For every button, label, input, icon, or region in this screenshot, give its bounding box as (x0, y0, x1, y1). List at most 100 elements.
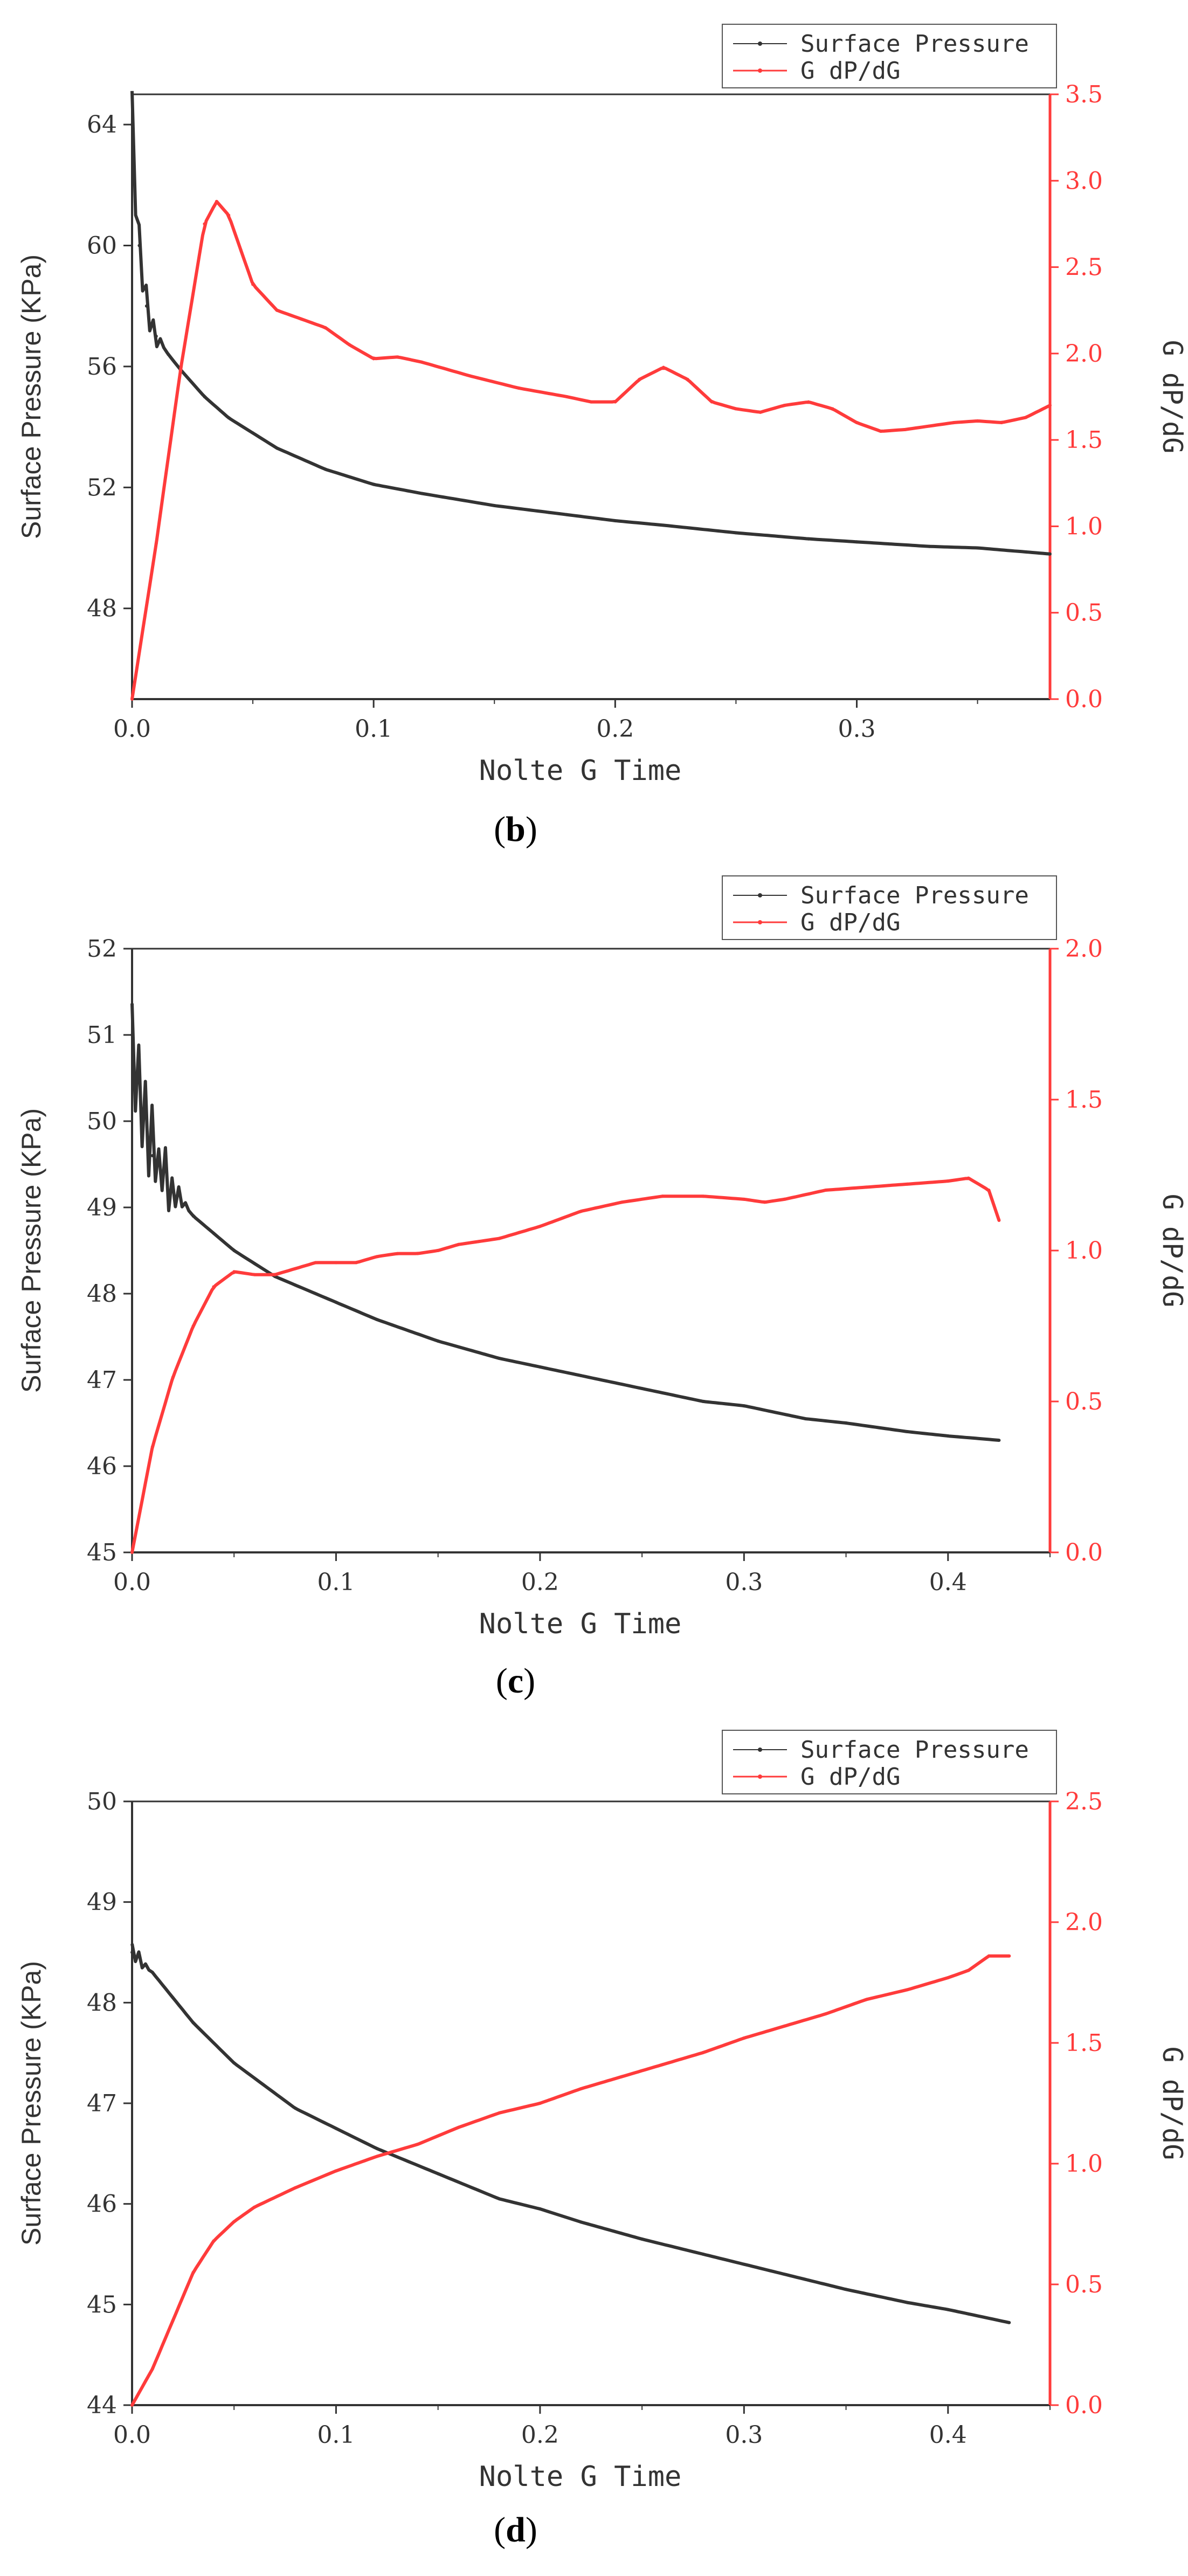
data-point (498, 1357, 501, 1360)
y-tick-label: 60 (87, 232, 117, 260)
y2-tick-label: 1.0 (1065, 1237, 1103, 1265)
data-point (613, 519, 617, 522)
y2-tick-label: 2.0 (1065, 340, 1103, 368)
series-line-surface-pressure (130, 1003, 999, 1442)
data-point (436, 1339, 440, 1343)
data-point (212, 1285, 216, 1289)
data-point (293, 2186, 297, 2190)
data-point (299, 317, 303, 321)
y2-tick-label: 0.5 (1065, 599, 1103, 627)
data-point (538, 1225, 542, 1228)
data-point (253, 1273, 257, 1276)
x-tick-label: 0.3 (725, 1569, 763, 1596)
legend-label: G dP/dG (800, 1763, 900, 1791)
data-point (640, 2237, 644, 2241)
y2-tick-label: 2.5 (1065, 1788, 1103, 1815)
data-point (493, 504, 496, 507)
data-point (293, 1267, 297, 1270)
data-point (191, 2270, 195, 2274)
data-point (966, 1969, 970, 1972)
panel-label: (b) (494, 810, 537, 849)
data-point (396, 1252, 399, 1255)
data-point (701, 2253, 705, 2256)
data-point (976, 546, 979, 550)
data-point (203, 395, 206, 398)
data-point (171, 1376, 175, 1379)
data-point (987, 1189, 991, 1192)
data-point (997, 1219, 1001, 1222)
data-point (436, 1249, 440, 1252)
data-point (638, 377, 641, 381)
series-line-g-dpdg (130, 1954, 1010, 2406)
data-point (375, 2147, 379, 2150)
x-tick-label: 0.4 (929, 2421, 967, 2449)
data-point (803, 2277, 807, 2281)
data-point (589, 400, 593, 404)
y-axis-title: Surface Pressure (KPa) (16, 254, 46, 539)
data-point (372, 357, 376, 361)
y2-tick-label: 0.0 (1065, 2392, 1103, 2419)
data-point (130, 1551, 134, 1554)
y2-tick-label: 2.5 (1065, 254, 1103, 281)
y2-tick-label: 1.0 (1065, 513, 1103, 540)
data-point (416, 1252, 419, 1255)
data-point (468, 374, 472, 378)
x-tick-label: 0.2 (521, 1569, 559, 1596)
data-point (661, 365, 665, 369)
data-point (323, 467, 327, 471)
y2-tick-label: 3.0 (1065, 167, 1103, 195)
y2-axis-title: G dP/dG (1157, 2047, 1188, 2160)
data-point (275, 446, 279, 450)
data-point (620, 2075, 624, 2078)
data-point (227, 213, 231, 217)
y-tick-label: 46 (87, 1453, 117, 1480)
data-point (334, 1261, 338, 1265)
data-point (517, 386, 521, 390)
panel-label-close: ) (526, 810, 537, 849)
legend-label: Surface Pressure (800, 1736, 1029, 1764)
y-tick-label: 50 (87, 1788, 117, 1815)
x-tick-label: 0.3 (838, 715, 875, 743)
data-point (150, 2367, 154, 2371)
data-point (457, 2125, 460, 2129)
data-point (130, 1951, 134, 1954)
series-line-surface-pressure (130, 1943, 1010, 2324)
chart-panel-d: 0.0 0.1 0.2 0.3 0.4 44 45 46 47 48 49 50 0.0 0.5 1.0 1.… (16, 1730, 1188, 2550)
data-point (253, 2205, 257, 2209)
data-point (927, 424, 931, 428)
data-point (334, 2126, 338, 2130)
data-point (191, 1324, 195, 1328)
data-point (579, 1210, 583, 1213)
data-point (997, 1439, 1001, 1442)
panel-label-letter: d (506, 2510, 526, 2550)
data-point (154, 334, 158, 338)
legend-marker (758, 68, 762, 73)
data-point (661, 523, 665, 527)
y-tick-label: 64 (87, 111, 117, 139)
data-point (293, 1283, 297, 1287)
data-point (565, 395, 569, 398)
panel-label-close: ) (523, 1661, 535, 1701)
legend-label: Surface Pressure (800, 30, 1029, 58)
y2-tick-label: 1.5 (1065, 2029, 1103, 2057)
y2-tick-label: 2.0 (1065, 1909, 1103, 1936)
y-tick-label: 44 (87, 2392, 117, 2419)
data-point (879, 430, 883, 433)
data-point (661, 2063, 664, 2067)
series-line-g-dpdg (130, 200, 1051, 700)
data-point (783, 404, 786, 407)
data-point (579, 2087, 583, 2091)
y-tick-label: 45 (87, 2291, 117, 2318)
data-point (150, 1445, 154, 1448)
x-tick-label: 0.0 (113, 715, 151, 743)
data-point (906, 1182, 909, 1186)
y2-tick-label: 2.0 (1065, 935, 1103, 963)
y-tick-label: 52 (87, 935, 117, 963)
data-point (498, 1237, 501, 1240)
data-point (987, 1954, 991, 1958)
y2-tick-label: 1.5 (1065, 426, 1103, 454)
y-axis-title: Surface Pressure (KPa) (16, 1961, 46, 2246)
x-tick-label: 0.2 (596, 715, 634, 743)
data-point (275, 308, 279, 312)
data-point (334, 2169, 338, 2173)
